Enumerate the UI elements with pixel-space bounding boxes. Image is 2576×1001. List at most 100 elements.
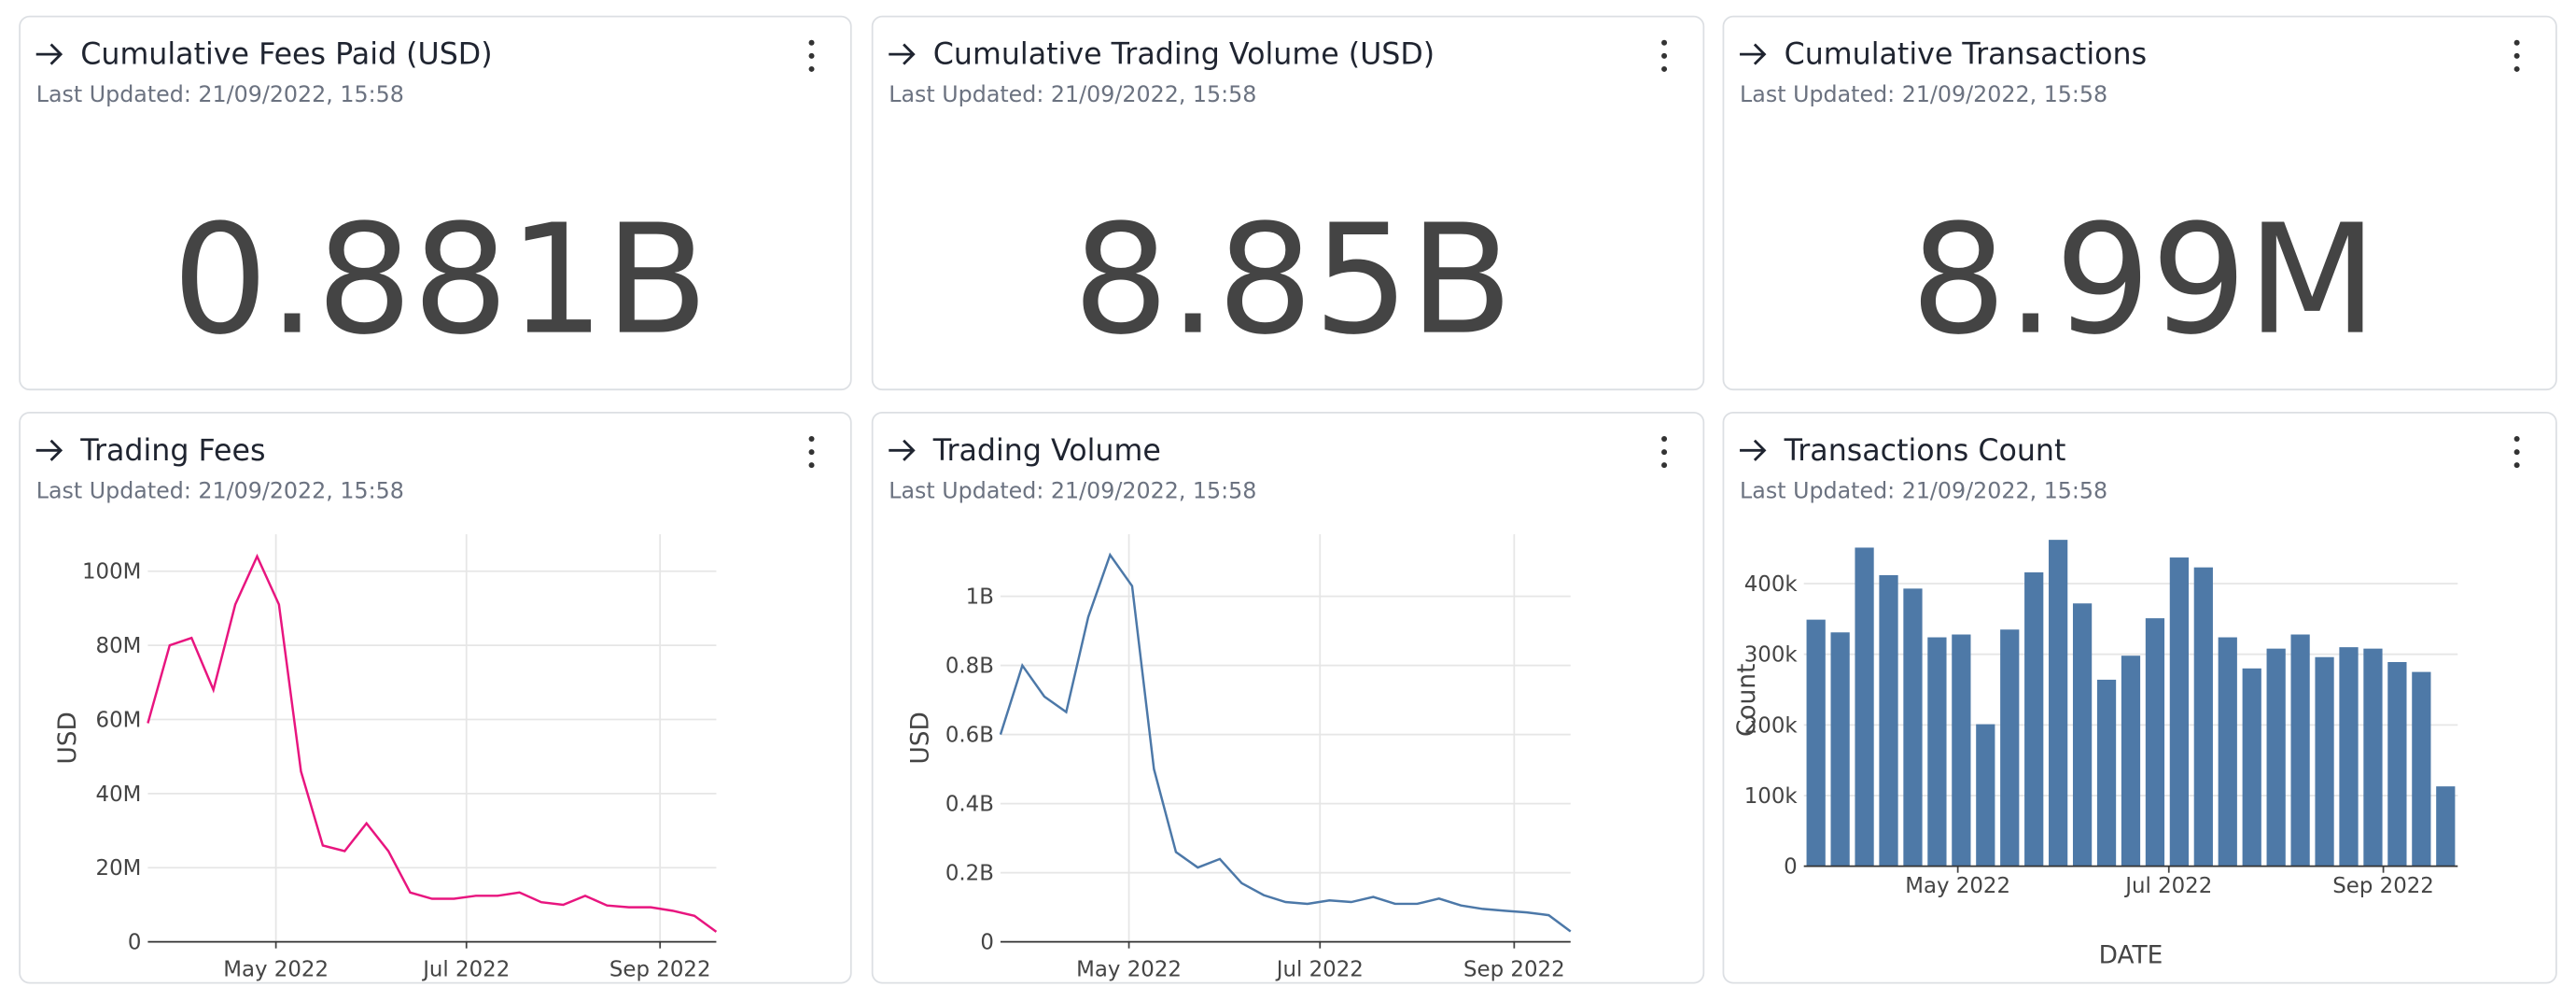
y-tick-label: 0 xyxy=(1784,855,1798,880)
bar xyxy=(1927,637,1947,867)
card-title[interactable]: Cumulative Trading Volume (USD) xyxy=(933,38,1435,72)
menu-dot[interactable] xyxy=(2513,435,2520,442)
bar xyxy=(1903,588,1923,867)
y-tick-label: 1B xyxy=(966,585,994,610)
y-tick-label: 60M xyxy=(96,708,142,732)
y-tick-label: 0.8B xyxy=(945,655,994,679)
card xyxy=(19,411,852,984)
y-tick-label: 0 xyxy=(980,931,994,955)
stat-value: 8.85B xyxy=(1072,193,1513,369)
card-title[interactable]: Trading Volume xyxy=(932,434,1161,468)
card-title[interactable]: Cumulative Fees Paid (USD) xyxy=(80,38,492,72)
line xyxy=(999,552,1572,933)
menu-dot[interactable] xyxy=(2513,462,2520,469)
card-title[interactable]: Trading Fees xyxy=(79,434,265,468)
y-axis-title: Count xyxy=(1732,664,1761,737)
bar xyxy=(2218,637,2237,867)
y-tick-label: 0.4B xyxy=(945,793,994,817)
x-tick-label: Jul 2022 xyxy=(1275,958,1364,982)
y-tick-label: 20M xyxy=(96,856,142,881)
menu-dot[interactable] xyxy=(808,449,815,456)
menu-dot[interactable] xyxy=(1661,462,1668,469)
open-arrow[interactable] xyxy=(1740,439,1767,461)
x-tick-label: Sep 2022 xyxy=(2332,874,2434,898)
card-subtitle: Last Updated: 21/09/2022, 15:58 xyxy=(36,81,404,107)
y-tick-label: 300k xyxy=(1744,643,1799,668)
card xyxy=(871,15,1705,391)
stat-value: 0.881B xyxy=(172,193,708,369)
bar xyxy=(2145,618,2165,867)
bar xyxy=(1879,574,1898,867)
y-tick-label: 0 xyxy=(128,931,142,955)
menu-dot[interactable] xyxy=(2513,52,2520,59)
bar xyxy=(2315,656,2334,867)
card-title[interactable]: Cumulative Transactions xyxy=(1785,38,2148,72)
menu-dot[interactable] xyxy=(808,52,815,59)
bar xyxy=(1830,632,1850,867)
card-subtitle: Last Updated: 21/09/2022, 15:58 xyxy=(889,81,1256,107)
open-arrow[interactable] xyxy=(889,43,916,65)
card-title[interactable]: Transactions Count xyxy=(1784,434,2066,468)
open-arrow[interactable] xyxy=(889,439,916,461)
x-tick-label: May 2022 xyxy=(1905,874,2010,898)
y-tick-label: 100M xyxy=(82,560,141,585)
card xyxy=(19,15,852,391)
bar xyxy=(2242,668,2261,867)
y-axis-title: USD xyxy=(906,712,935,764)
menu-dot[interactable] xyxy=(2513,449,2520,456)
bar xyxy=(2121,656,2141,867)
bar xyxy=(2024,571,2044,867)
y-tick-label: 200k xyxy=(1744,713,1799,738)
card-subtitle: Last Updated: 21/09/2022, 15:58 xyxy=(36,477,404,503)
menu-dot[interactable] xyxy=(1661,65,1668,72)
bar xyxy=(1976,724,1995,867)
bar xyxy=(2000,629,2020,867)
bar xyxy=(2339,647,2359,867)
bar xyxy=(2290,634,2310,867)
y-tick-label: 100k xyxy=(1744,784,1799,809)
open-arrow[interactable] xyxy=(35,43,63,65)
menu-dot[interactable] xyxy=(808,39,815,46)
menu-dot[interactable] xyxy=(2513,39,2520,46)
card xyxy=(1722,15,2557,391)
bar xyxy=(2363,648,2383,867)
y-axis-title: USD xyxy=(53,712,82,764)
x-tick-label: Sep 2022 xyxy=(609,958,711,982)
x-tick-label: May 2022 xyxy=(223,958,329,982)
bar xyxy=(2387,662,2407,867)
x-tick-label: Jul 2022 xyxy=(2123,874,2212,898)
menu-dot[interactable] xyxy=(1661,52,1668,59)
bar xyxy=(2049,540,2068,867)
open-arrow[interactable] xyxy=(35,439,63,461)
bar xyxy=(2412,671,2431,867)
menu-dot[interactable] xyxy=(1661,435,1668,442)
menu-dot[interactable] xyxy=(1661,449,1668,456)
bar xyxy=(2266,648,2286,867)
bar xyxy=(2096,679,2117,867)
y-tick-label: 40M xyxy=(96,782,142,807)
x-axis-title: DATE xyxy=(2099,940,2163,969)
x-tick-label: Sep 2022 xyxy=(1463,958,1565,982)
menu-dot[interactable] xyxy=(808,435,815,442)
open-arrow[interactable] xyxy=(1740,43,1767,65)
card-subtitle: Last Updated: 21/09/2022, 15:58 xyxy=(1740,477,2107,503)
bar xyxy=(2072,603,2093,867)
card-subtitle: Last Updated: 21/09/2022, 15:58 xyxy=(1740,81,2107,107)
menu-dot[interactable] xyxy=(808,462,815,469)
stat-value: 8.99M xyxy=(1911,193,2377,369)
menu-dot[interactable] xyxy=(808,65,815,72)
y-tick-label: 0.6B xyxy=(945,724,994,748)
menu-dot[interactable] xyxy=(2513,65,2520,72)
y-tick-label: 400k xyxy=(1744,572,1799,597)
bar xyxy=(1806,619,1826,867)
y-tick-label: 80M xyxy=(96,634,142,658)
bar xyxy=(1855,547,1874,867)
menu-dot[interactable] xyxy=(1661,39,1668,46)
line xyxy=(147,553,718,933)
card-subtitle: Last Updated: 21/09/2022, 15:58 xyxy=(889,477,1256,503)
bar xyxy=(1952,634,1971,867)
bar xyxy=(2169,557,2189,867)
y-tick-label: 0.2B xyxy=(945,862,994,886)
bar xyxy=(2193,567,2213,867)
